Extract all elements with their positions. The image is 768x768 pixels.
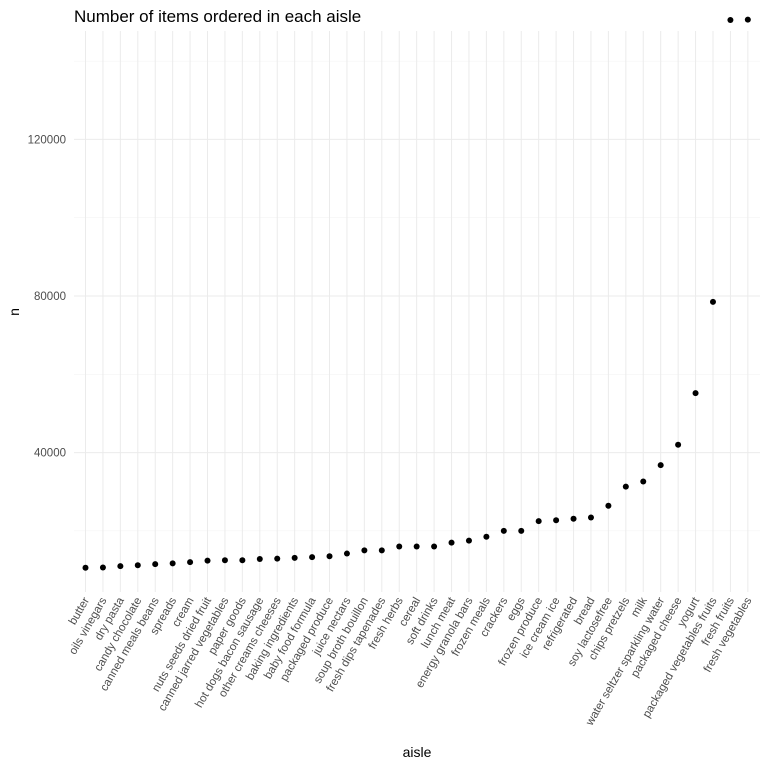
data-point — [535, 518, 542, 525]
data-points — [82, 16, 751, 571]
data-point — [256, 556, 263, 563]
data-point — [518, 527, 525, 534]
data-point — [640, 478, 647, 485]
data-point — [605, 502, 612, 509]
data-point — [239, 557, 246, 564]
data-point — [675, 441, 682, 448]
data-point — [343, 550, 350, 557]
data-point — [117, 563, 124, 570]
data-point — [553, 517, 560, 524]
y-tick-label: 80000 — [34, 291, 66, 303]
y-tick-label: 40000 — [34, 448, 66, 460]
data-point — [187, 559, 194, 566]
data-point — [99, 564, 106, 571]
data-point — [744, 16, 751, 23]
grid — [74, 31, 760, 592]
data-point — [291, 554, 298, 561]
data-point — [622, 483, 629, 490]
data-point — [413, 543, 420, 550]
data-point — [465, 537, 472, 544]
data-point — [483, 533, 490, 540]
data-point — [587, 514, 594, 521]
data-point — [361, 547, 368, 554]
chart-title: Number of items ordered in each aisle — [74, 7, 361, 26]
data-point — [709, 298, 716, 305]
data-point — [570, 515, 577, 522]
data-point — [134, 562, 141, 569]
data-point — [152, 561, 159, 568]
data-point — [396, 543, 403, 550]
data-point — [274, 555, 281, 562]
data-point — [431, 543, 438, 550]
data-point — [221, 557, 228, 564]
data-point — [657, 462, 664, 469]
data-point — [169, 560, 176, 567]
data-point — [692, 390, 699, 397]
data-point — [727, 17, 734, 24]
x-axis-title: aisle — [403, 744, 432, 760]
data-point — [448, 539, 455, 546]
data-point — [378, 547, 385, 554]
data-point — [326, 553, 333, 560]
y-axis-title: n — [6, 308, 22, 316]
data-point — [309, 554, 316, 561]
y-axis-ticks: 40000 80000 120000 — [28, 134, 66, 459]
data-point — [500, 527, 507, 534]
data-point — [82, 564, 89, 571]
data-point — [204, 557, 211, 564]
y-tick-label: 120000 — [28, 134, 66, 146]
